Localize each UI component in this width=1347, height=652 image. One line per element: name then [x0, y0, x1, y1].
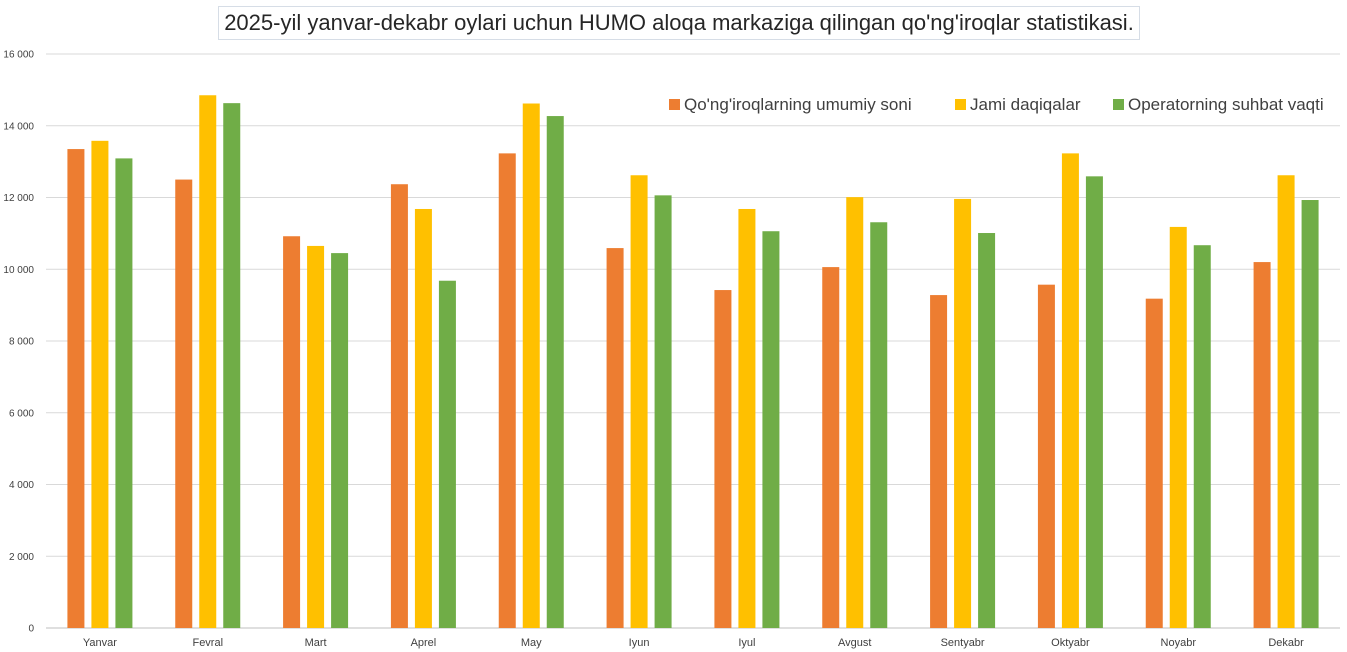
legend-label: Operatorning suhbat vaqti	[1128, 95, 1324, 114]
bar-iyul-jami-daqiqalar	[738, 208, 756, 629]
legend-item-qo-ng-iroqlarning-umumiy-soni: Qo'ng'iroqlarning umumiy soni	[669, 95, 912, 114]
y-tick-label: 10 000	[3, 265, 34, 276]
y-axis-ticks: 0 2 000 4 000 6 000 8 000 10 000 12 000 14 000 1…	[3, 50, 34, 635]
y-tick-label: 2 000	[9, 552, 34, 563]
bar-sentyabr-operatorning-suhbat-vaqti	[978, 233, 996, 629]
bar-dekabr-jami-daqiqalar	[1277, 175, 1295, 628]
bar-fevral-jami-daqiqalar	[199, 95, 217, 629]
legend-swatch	[955, 99, 966, 110]
bar-mart-jami-daqiqalar	[307, 245, 325, 628]
bar-iyul-operatorning-suhbat-vaqti	[762, 231, 780, 628]
legend-swatch	[1113, 99, 1124, 110]
bar-may-qo-ng-iroqlarning-umumiy-soni	[498, 153, 516, 628]
bar-dekabr-operatorning-suhbat-vaqti	[1301, 200, 1319, 629]
y-tick-label: 16 000	[3, 50, 34, 61]
bar-may-jami-daqiqalar	[522, 103, 540, 628]
x-axis-labels: Yanvar Fevral Mart Aprel May Iyun Iyul Avgust Se…	[83, 637, 1304, 649]
bar-iyun-operatorning-suhbat-vaqti	[654, 195, 672, 628]
bar-avgust-qo-ng-iroqlarning-umumiy-soni	[822, 267, 840, 628]
x-tick-label: May	[521, 637, 542, 649]
bars	[67, 95, 1319, 629]
x-tick-label: Aprel	[411, 637, 437, 649]
bar-aprel-jami-daqiqalar	[414, 208, 432, 629]
bar-iyul-qo-ng-iroqlarning-umumiy-soni	[714, 290, 732, 628]
y-tick-label: 6 000	[9, 408, 34, 419]
bar-avgust-operatorning-suhbat-vaqti	[870, 222, 888, 628]
x-tick-label: Oktyabr	[1051, 637, 1090, 649]
x-tick-label: Sentyabr	[941, 637, 985, 649]
bar-fevral-qo-ng-iroqlarning-umumiy-soni	[175, 179, 193, 628]
x-tick-label: Avgust	[838, 637, 871, 649]
x-tick-label: Yanvar	[83, 637, 117, 649]
legend-item-operatorning-suhbat-vaqti: Operatorning suhbat vaqti	[1113, 95, 1324, 114]
bar-yanvar-qo-ng-iroqlarning-umumiy-soni	[67, 149, 85, 628]
bar-sentyabr-qo-ng-iroqlarning-umumiy-soni	[930, 295, 948, 628]
y-tick-label: 4 000	[9, 480, 34, 491]
bar-iyun-jami-daqiqalar	[630, 175, 648, 628]
bar-fevral-operatorning-suhbat-vaqti	[223, 103, 241, 629]
y-tick-label: 0	[28, 624, 34, 635]
legend-label: Jami daqiqalar	[970, 95, 1081, 114]
y-tick-label: 12 000	[3, 193, 34, 204]
legend-swatch	[669, 99, 680, 110]
y-tick-label: 14 000	[3, 121, 34, 132]
bar-mart-operatorning-suhbat-vaqti	[331, 253, 349, 628]
bar-yanvar-jami-daqiqalar	[91, 140, 109, 628]
bar-aprel-operatorning-suhbat-vaqti	[438, 280, 456, 628]
bar-oktyabr-qo-ng-iroqlarning-umumiy-soni	[1037, 284, 1055, 628]
x-tick-label: Mart	[305, 637, 327, 649]
legend: Qo'ng'iroqlarning umumiy soni Jami daqiqa…	[669, 95, 1324, 114]
gridlines	[46, 53, 1340, 629]
bar-aprel-qo-ng-iroqlarning-umumiy-soni	[390, 184, 408, 628]
legend-label: Qo'ng'iroqlarning umumiy soni	[684, 95, 912, 114]
bar-dekabr-qo-ng-iroqlarning-umumiy-soni	[1253, 262, 1271, 628]
bar-oktyabr-operatorning-suhbat-vaqti	[1085, 176, 1103, 629]
bar-yanvar-operatorning-suhbat-vaqti	[115, 158, 133, 629]
bar-avgust-jami-daqiqalar	[846, 197, 864, 629]
bar-sentyabr-jami-daqiqalar	[954, 198, 972, 628]
bar-oktyabr-jami-daqiqalar	[1061, 153, 1079, 628]
x-tick-label: Iyun	[629, 637, 650, 649]
bar-noyabr-jami-daqiqalar	[1169, 226, 1187, 629]
bar-noyabr-qo-ng-iroqlarning-umumiy-soni	[1145, 298, 1163, 628]
x-tick-label: Noyabr	[1161, 637, 1197, 649]
bar-mart-qo-ng-iroqlarning-umumiy-soni	[283, 236, 301, 628]
x-tick-label: Fevral	[192, 637, 223, 649]
x-tick-label: Dekabr	[1268, 637, 1304, 649]
y-tick-label: 8 000	[9, 337, 34, 348]
legend-item-jami-daqiqalar: Jami daqiqalar	[955, 95, 1081, 114]
bar-may-operatorning-suhbat-vaqti	[546, 116, 564, 628]
bar-noyabr-operatorning-suhbat-vaqti	[1193, 245, 1211, 628]
bar-iyun-qo-ng-iroqlarning-umumiy-soni	[606, 248, 624, 629]
chart-title: 2025-yil yanvar-dekabr oylari uchun HUMO…	[218, 6, 1140, 40]
x-tick-label: Iyul	[738, 637, 755, 649]
